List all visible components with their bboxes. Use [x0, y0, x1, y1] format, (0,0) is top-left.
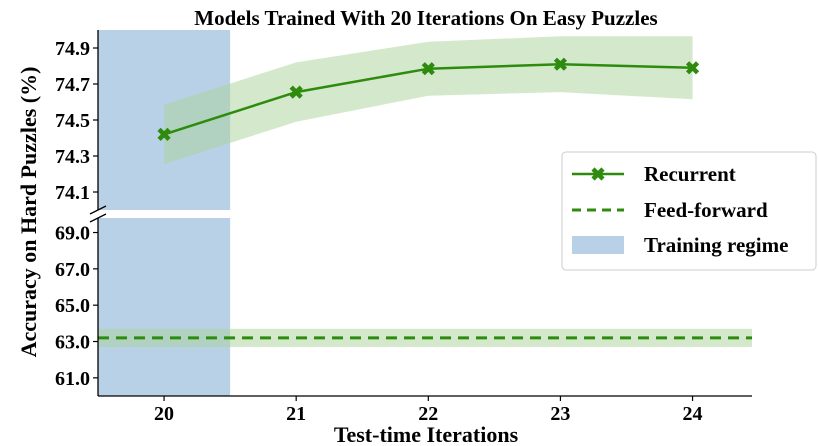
training-regime-region-lower — [98, 218, 231, 396]
x-tick-label: 21 — [286, 403, 306, 425]
y-tick-label-upper: 74.7 — [55, 74, 90, 96]
y-tick-label-lower: 67.0 — [55, 259, 90, 281]
legend: Recurrent Feed-forward Training regime — [561, 151, 817, 271]
y-tick-label-upper: 74.3 — [55, 146, 90, 168]
recurrent-point — [421, 62, 435, 76]
y-tick-label-lower: 65.0 — [55, 295, 90, 317]
y-tick-label-lower: 63.0 — [55, 332, 90, 354]
y-axis-label: Accuracy on Hard Puzzles (%) — [16, 67, 41, 358]
x-axis-label: Test-time Iterations — [334, 422, 519, 446]
x-tick-label: 22 — [418, 403, 438, 425]
x-tick-label: 20 — [154, 403, 174, 425]
y-tick-label-lower: 61.0 — [55, 368, 90, 390]
chart-title: Models Trained With 20 Iterations On Eas… — [194, 6, 657, 30]
plot-area: 74.1 74.3 74.5 74.7 74.9 61.0 63.0 65.0 67.0 69.0… — [55, 30, 752, 425]
x-tick-label: 24 — [683, 403, 703, 425]
legend-recurrent-marker — [591, 167, 605, 181]
axis-break-mark — [89, 205, 107, 215]
recurrent-point — [685, 61, 700, 75]
legend-training-regime-swatch — [572, 236, 624, 254]
y-tick-label-upper: 74.5 — [55, 110, 90, 132]
legend-recurrent-label: Recurrent — [644, 162, 736, 186]
x-tick-label: 23 — [550, 403, 570, 425]
recurrent-point — [289, 85, 303, 99]
axis-break-mark — [89, 213, 107, 223]
legend-training-regime-label: Training regime — [644, 233, 788, 257]
legend-box — [561, 151, 817, 271]
recurrent-band — [164, 36, 693, 165]
legend-feed-forward-label: Feed-forward — [644, 198, 768, 222]
y-tick-label-upper: 74.9 — [55, 38, 90, 60]
recurrent-point — [157, 127, 171, 141]
recurrent-point — [553, 57, 568, 71]
y-tick-label-lower: 69.0 — [55, 223, 90, 245]
y-tick-label-upper: 74.1 — [55, 182, 90, 204]
